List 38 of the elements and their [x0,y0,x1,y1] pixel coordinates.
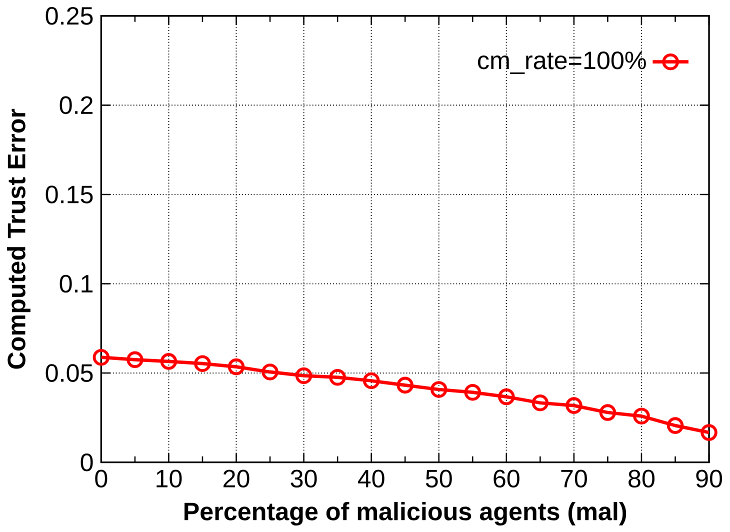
x-tick-label: 20 [224,470,250,488]
point [194,354,211,372]
x-tick-label: 60 [494,470,520,488]
y-tick-label: 0 [80,453,93,471]
point [566,396,582,414]
legend-label: cm_rate=100% [478,51,646,74]
x-tick-label: 0 [95,470,108,488]
point [532,394,549,412]
point [666,416,684,434]
x-tick-label: 70 [561,470,587,488]
point [700,424,718,441]
y-tick-label: 0.05 [46,364,93,382]
point [396,376,414,394]
point [599,404,616,421]
point [329,368,346,386]
x-tick-label: 90 [696,470,722,488]
y-tick-label: 0.15 [46,185,93,204]
point [160,352,178,370]
point [464,384,482,400]
x-axis-title: Percentage of malicious agents (mal) [184,502,626,526]
point [262,363,278,380]
point [228,358,245,375]
point [295,367,312,384]
y-tick-label: 0.1 [60,274,93,292]
point [362,372,380,389]
point [126,351,144,368]
point [498,388,515,405]
x-tick-label: 30 [290,470,317,488]
x-tick-label: 40 [358,470,384,488]
x-tick-label: 50 [426,470,452,488]
y-axis-title: Computed Trust Error [7,108,30,369]
x-tick-label: 10 [156,470,182,488]
point [430,380,448,398]
x-tick-label: 80 [628,470,654,488]
point [92,348,110,366]
y-tick-label: 0.25 [46,6,93,25]
point [633,407,650,424]
y-tick-label: 0.2 [60,96,93,114]
